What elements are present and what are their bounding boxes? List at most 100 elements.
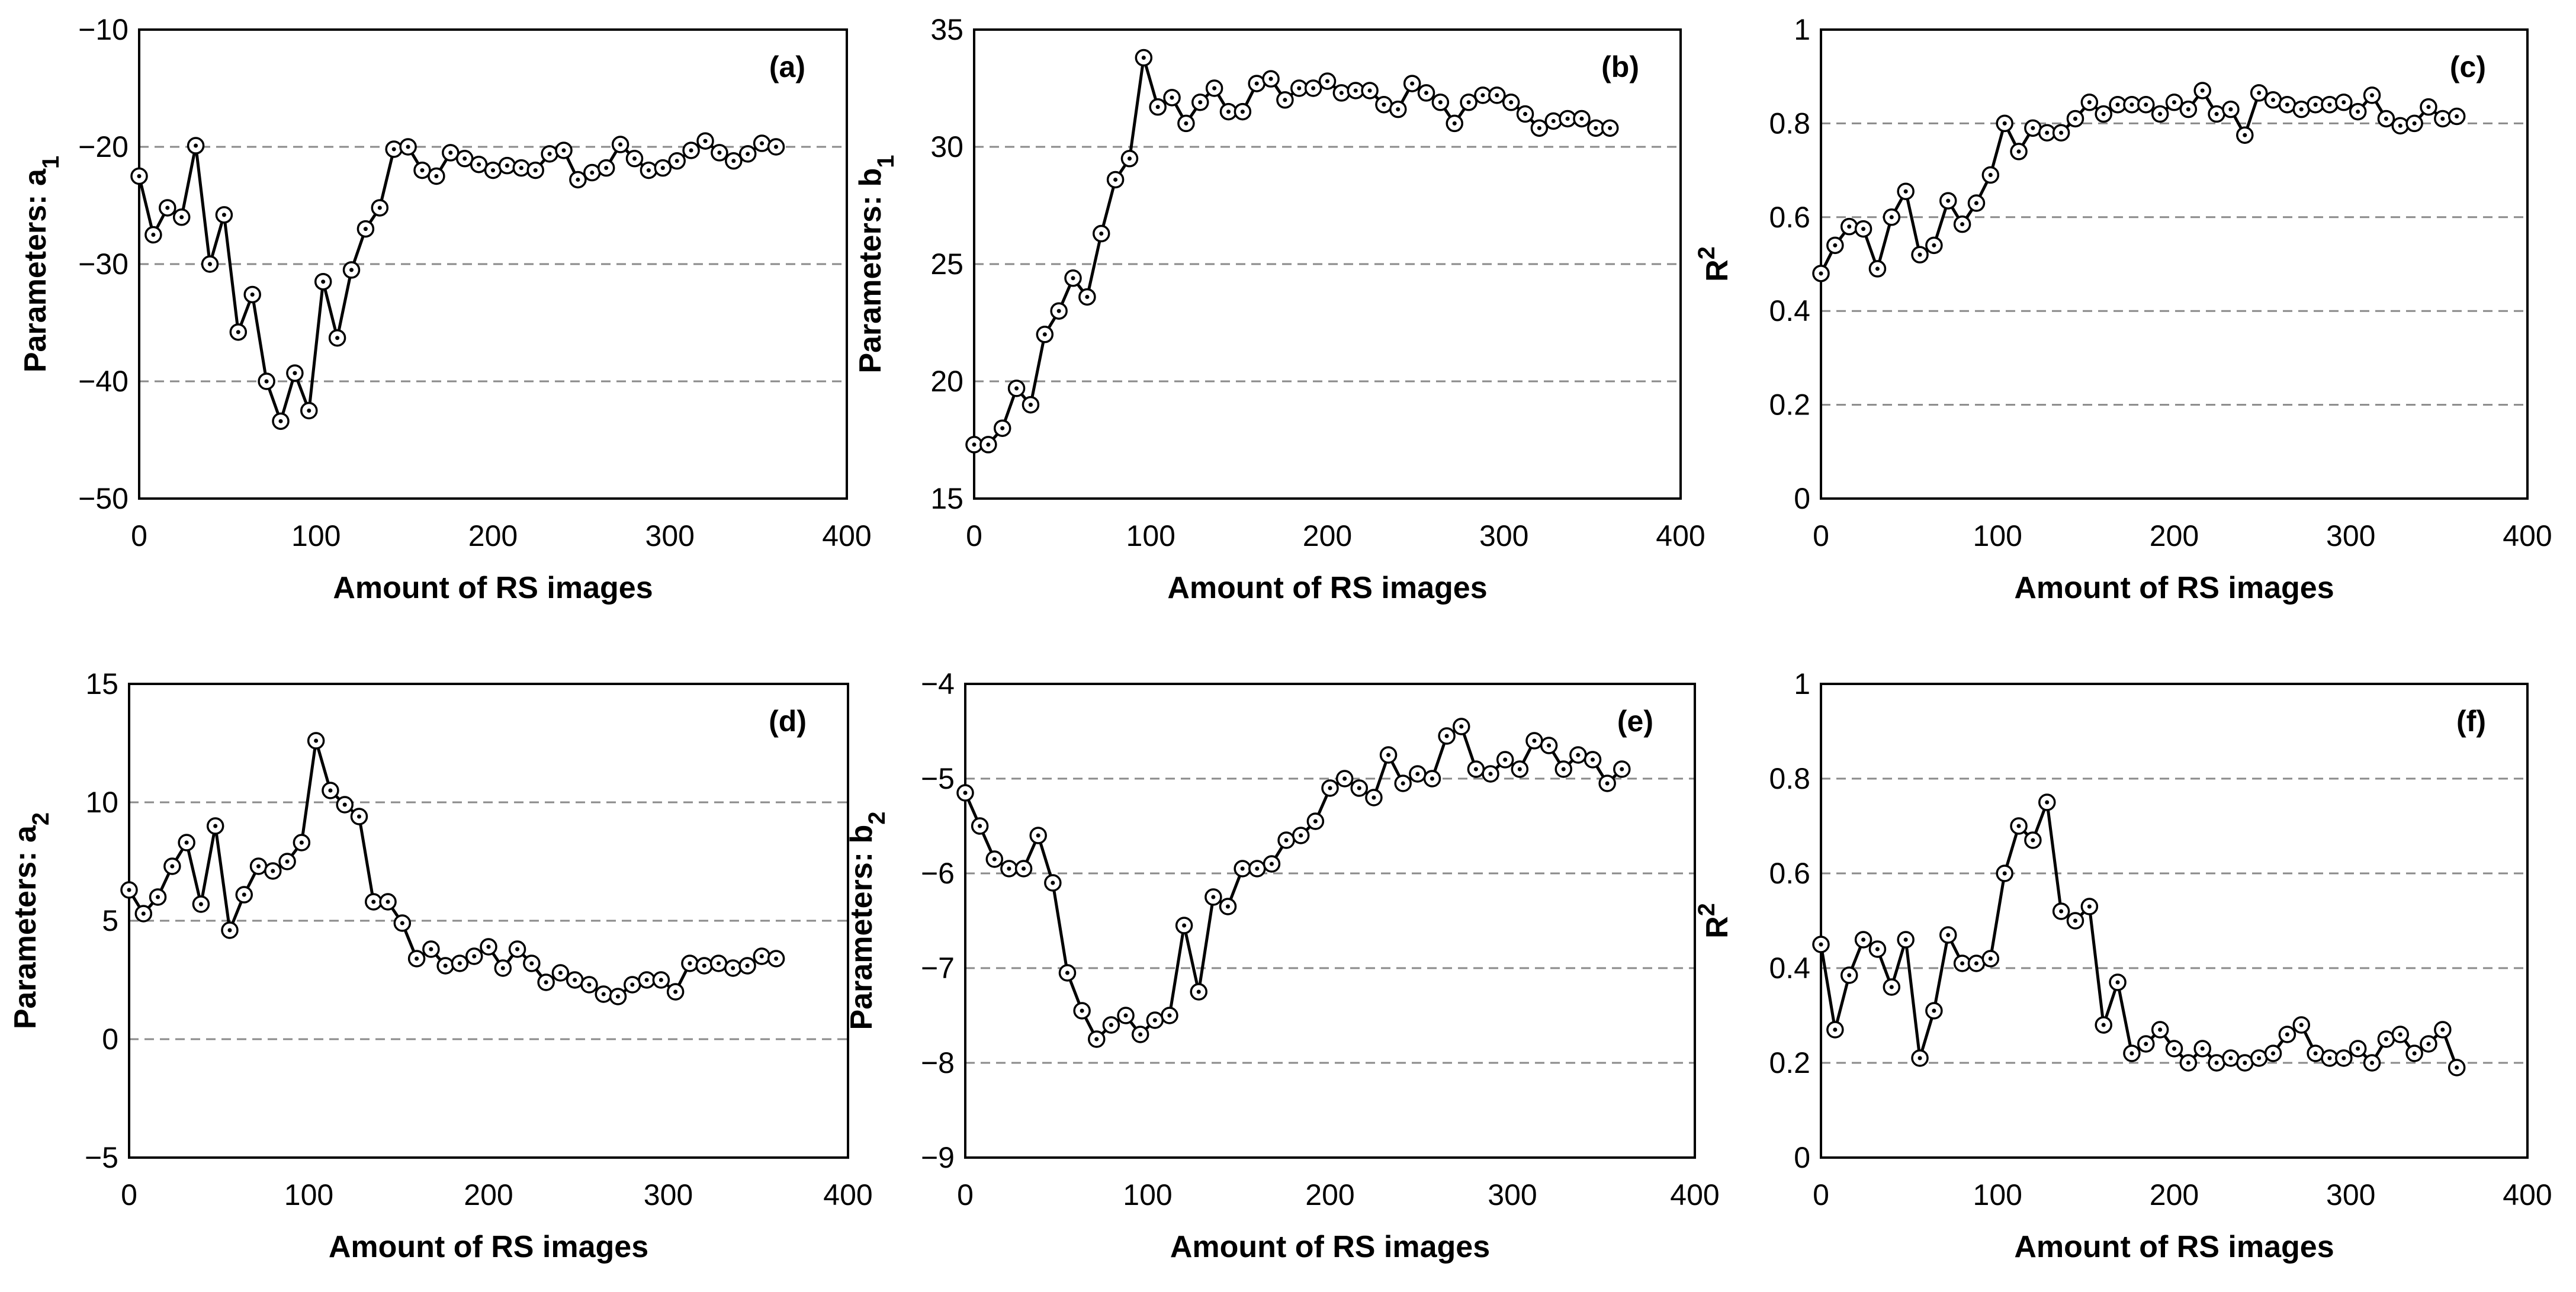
data-point-center (1410, 81, 1415, 86)
y-tick-label: 20 (930, 365, 963, 398)
data-point-center (1532, 738, 1537, 743)
data-point-center (342, 802, 347, 807)
data-point-center (2285, 1032, 2289, 1037)
data-point-center (363, 227, 368, 232)
data-point-center (601, 992, 606, 997)
data-point-center (1284, 838, 1289, 843)
data-point-center (415, 956, 419, 961)
data-point-center (2045, 130, 2050, 135)
data-point-center (689, 148, 693, 153)
data-point-center (2327, 102, 2332, 107)
data-point-center (170, 864, 175, 869)
data-point-center (2186, 1060, 2190, 1065)
data-point-center (406, 144, 410, 149)
data-point-center (1240, 110, 1245, 114)
x-tick-label: 200 (468, 519, 518, 552)
data-point-center (1065, 970, 1069, 975)
data-point-center (2115, 102, 2120, 107)
data-point-center (1254, 81, 1259, 86)
y-axis-label: Parameters: a2 (8, 812, 54, 1029)
data-point-center (702, 963, 706, 968)
data-point-center (1036, 833, 1040, 838)
y-tick-label: 1 (1794, 13, 1810, 46)
data-point-center (529, 961, 534, 966)
data-point-center (2073, 116, 2077, 121)
x-tick-label: 300 (2326, 519, 2375, 552)
data-point-center (1495, 93, 1499, 98)
data-point-center (2271, 1051, 2276, 1056)
data-point-center (2115, 980, 2120, 985)
data-point-center (1000, 426, 1005, 430)
data-point-center (1932, 243, 1936, 248)
data-point-center (2370, 1060, 2375, 1065)
data-point-center (2426, 1042, 2431, 1046)
x-tick-label: 0 (957, 1178, 974, 1211)
data-point-center (1042, 332, 1047, 337)
data-point-center (448, 150, 453, 155)
data-point-center (1182, 923, 1187, 928)
data-point-center (299, 840, 304, 845)
data-point-center (1847, 973, 1852, 978)
data-point-center (127, 888, 131, 892)
data-point-center (644, 978, 649, 982)
data-point-center (2016, 824, 2021, 828)
data-point-center (1917, 1056, 1922, 1060)
data-point-center (321, 279, 326, 284)
y-tick-label: −9 (921, 1141, 955, 1174)
data-point-center (1311, 86, 1316, 91)
data-point-center (1819, 942, 1823, 947)
data-point-center (1155, 105, 1160, 110)
data-point-center (544, 980, 548, 985)
data-point-center (992, 857, 997, 862)
data-point-center (2398, 123, 2402, 128)
data-point-center (137, 174, 142, 178)
data-point-center (1357, 786, 1361, 790)
data-point-center (271, 869, 275, 873)
plot-frame (1820, 28, 2529, 500)
data-point-center (256, 864, 261, 869)
data-point-center (1415, 772, 1420, 776)
data-point-center (285, 859, 290, 864)
data-point-center (1551, 118, 1556, 123)
y-tick-label: 0 (102, 1023, 118, 1056)
plot-frame (1820, 683, 2529, 1159)
x-axis-label: Amount of RS images (1170, 1230, 1490, 1264)
data-point-center (1269, 862, 1274, 866)
data-point-center (1085, 294, 1090, 299)
data-point-center (2172, 1046, 2176, 1051)
data-point-center (2101, 1023, 2106, 1027)
data-point-center (2158, 112, 2163, 117)
data-point-center (1184, 121, 1189, 126)
panel-label: (a) (769, 50, 805, 83)
data-point-center (1833, 1027, 1838, 1032)
data-point-center (1094, 1037, 1099, 1042)
data-point-center (1917, 252, 1922, 257)
data-point-center (377, 205, 382, 210)
y-tick-label: 0.8 (1769, 762, 1810, 795)
data-point-center (491, 168, 495, 173)
x-tick-label: 400 (2503, 1178, 2552, 1211)
y-tick-label: 15 (930, 482, 963, 515)
data-point-center (2384, 116, 2388, 121)
x-tick-label: 300 (645, 519, 695, 552)
data-point-center (486, 944, 491, 949)
data-point-center (242, 892, 246, 897)
data-point-center (349, 268, 354, 272)
y-tick-label: −5 (85, 1141, 118, 1174)
x-tick-label: 0 (121, 1178, 137, 1211)
data-point-center (1459, 724, 1464, 729)
data-point-center (1299, 833, 1303, 838)
data-point-center (1480, 93, 1485, 98)
y-tick-label: 0.2 (1769, 388, 1810, 422)
data-point-center (1576, 753, 1581, 757)
data-point-center (1960, 222, 1965, 227)
data-point-center (1974, 961, 1978, 966)
data-point-center (2426, 105, 2431, 110)
data-point-center (2285, 102, 2289, 107)
data-point-center (1988, 173, 1993, 178)
data-point-center (1438, 100, 1443, 105)
y-tick-label: 0.2 (1769, 1046, 1810, 1079)
data-point-center (1170, 95, 1174, 100)
